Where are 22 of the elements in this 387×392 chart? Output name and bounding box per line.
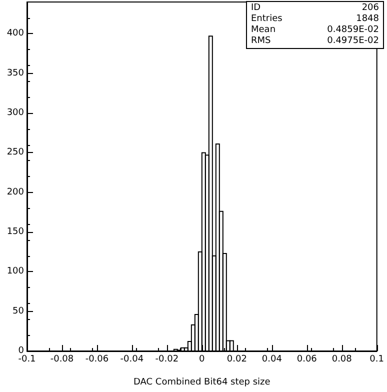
y-tick-label: 150 [6, 227, 24, 238]
y-tick-label: 100 [6, 266, 24, 277]
x-tick-label: -0.06 [85, 354, 109, 364]
x-tick-label: -0.1 [18, 354, 36, 364]
x-tick-label: 0 [199, 354, 206, 364]
y-tick-label: 200 [6, 187, 24, 198]
x-tick-label: -0.04 [120, 354, 144, 364]
y-tick-label: 350 [6, 68, 24, 78]
x-tick-label: -0.08 [50, 354, 74, 364]
x-tick-label: 0.08 [332, 354, 352, 364]
x-tick-label: 0.02 [226, 354, 247, 364]
y-tick-label: 300 [6, 108, 24, 118]
x-tick-label: -0.02 [155, 354, 179, 364]
x-tick-label: 0.04 [262, 354, 282, 364]
x-tick-label: 0.06 [296, 354, 318, 364]
x-axis-title: DAC Combined Bit64 step size [134, 378, 271, 388]
y-tick-label: 250 [6, 148, 24, 158]
y-tick-label: 50 [12, 306, 24, 316]
y-tick-label: 400 [6, 28, 24, 39]
y-tick-label: 0 [18, 346, 24, 356]
statistics-box: ID 206 Entries 1848 Mean 0.4859E-02 RMS 0.4975E-02 [246, 1, 384, 49]
x-tick-label: 0.1 [370, 354, 384, 364]
